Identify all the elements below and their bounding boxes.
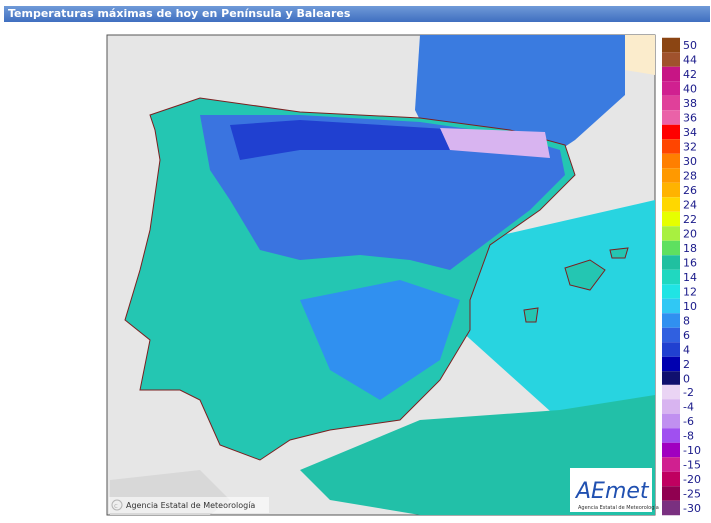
legend-swatch xyxy=(662,428,680,443)
legend-swatch xyxy=(662,240,680,256)
legend-swatch xyxy=(662,226,680,241)
legend-label: 38 xyxy=(683,97,697,110)
legend-swatch xyxy=(662,197,680,212)
legend-label: -6 xyxy=(683,415,694,428)
legend-swatch xyxy=(662,399,680,414)
legend-swatch xyxy=(662,327,680,343)
legend-label: 40 xyxy=(683,83,697,96)
legend-label: 20 xyxy=(683,228,697,241)
legend-label: 8 xyxy=(683,315,690,328)
logo-box xyxy=(570,468,652,512)
legend-label: 10 xyxy=(683,300,697,313)
legend-label: 16 xyxy=(683,257,697,270)
cold-north xyxy=(200,115,565,270)
legend-swatch xyxy=(662,52,680,67)
legend-swatch xyxy=(662,153,680,169)
legend-swatch xyxy=(662,284,680,299)
legend-swatch xyxy=(662,269,680,285)
ibiza xyxy=(523,307,539,323)
legend-label: -25 xyxy=(683,488,701,501)
legend-label: 34 xyxy=(683,126,697,139)
legend-label: 24 xyxy=(683,199,697,212)
logo-caption: Agencia Estatal de Meteorología xyxy=(578,504,659,511)
sea-north xyxy=(415,35,625,150)
land-france xyxy=(625,35,655,75)
legend-swatch xyxy=(662,182,680,198)
legend-swatch xyxy=(662,442,680,458)
legend-swatch xyxy=(662,384,680,400)
legend-swatch xyxy=(662,471,680,487)
legend-swatch xyxy=(662,37,680,53)
cold-center xyxy=(300,280,460,400)
legend-label: 32 xyxy=(683,141,697,154)
legend-label: -30 xyxy=(683,502,701,515)
mallorca xyxy=(564,259,606,291)
legend-swatch xyxy=(662,110,680,125)
logo: AEmet xyxy=(574,479,650,504)
legend-label: 0 xyxy=(683,373,690,386)
legend-label: -15 xyxy=(683,459,701,472)
legend-label: 6 xyxy=(683,329,690,342)
legend-swatch xyxy=(662,66,680,82)
legend-label: 36 xyxy=(683,112,697,125)
menorca xyxy=(609,247,629,259)
sea-south xyxy=(300,395,655,515)
legend-label: 28 xyxy=(683,170,697,183)
copyright-bg xyxy=(109,497,269,513)
title-bar: Temperaturas máximas de hoy en Península… xyxy=(4,6,710,22)
legend-label: 26 xyxy=(683,184,697,197)
legend-swatch xyxy=(662,457,680,472)
legend-swatch xyxy=(662,255,680,270)
legend-swatch xyxy=(662,486,680,501)
legend: 5044424038363432302826242220181614121086… xyxy=(662,37,701,516)
legend-swatch xyxy=(662,500,680,516)
legend-swatch xyxy=(662,81,680,96)
legend-label: 22 xyxy=(683,213,697,226)
legend-label: -8 xyxy=(683,430,694,443)
sea-med xyxy=(460,200,655,420)
legend-label: 4 xyxy=(683,344,690,357)
legend-swatch xyxy=(662,298,680,314)
legend-swatch xyxy=(662,342,680,357)
legend-label: 14 xyxy=(683,271,697,284)
legend-label: 50 xyxy=(683,39,697,52)
legend-label: 18 xyxy=(683,242,697,255)
copyright-text: Agencia Estatal de Meteorología xyxy=(126,501,255,510)
legend-label: -4 xyxy=(683,401,694,414)
legend-swatch xyxy=(662,168,680,183)
legend-swatch xyxy=(662,95,680,111)
legend-swatch xyxy=(662,313,680,328)
legend-swatch xyxy=(662,211,680,227)
legend-swatch xyxy=(662,139,680,154)
legend-label: 44 xyxy=(683,54,697,67)
legend-label: 12 xyxy=(683,286,697,299)
legend-label: 42 xyxy=(683,68,697,81)
legend-label: 30 xyxy=(683,155,697,168)
legend-swatch xyxy=(662,413,680,429)
legend-label: -20 xyxy=(683,473,701,486)
pyrenees xyxy=(440,128,550,158)
legend-swatch xyxy=(662,371,680,386)
legend-label: -10 xyxy=(683,444,701,457)
legend-label: -2 xyxy=(683,386,694,399)
legend-label: 2 xyxy=(683,358,690,371)
legend-swatch xyxy=(662,124,680,140)
legend-swatch xyxy=(662,356,680,372)
